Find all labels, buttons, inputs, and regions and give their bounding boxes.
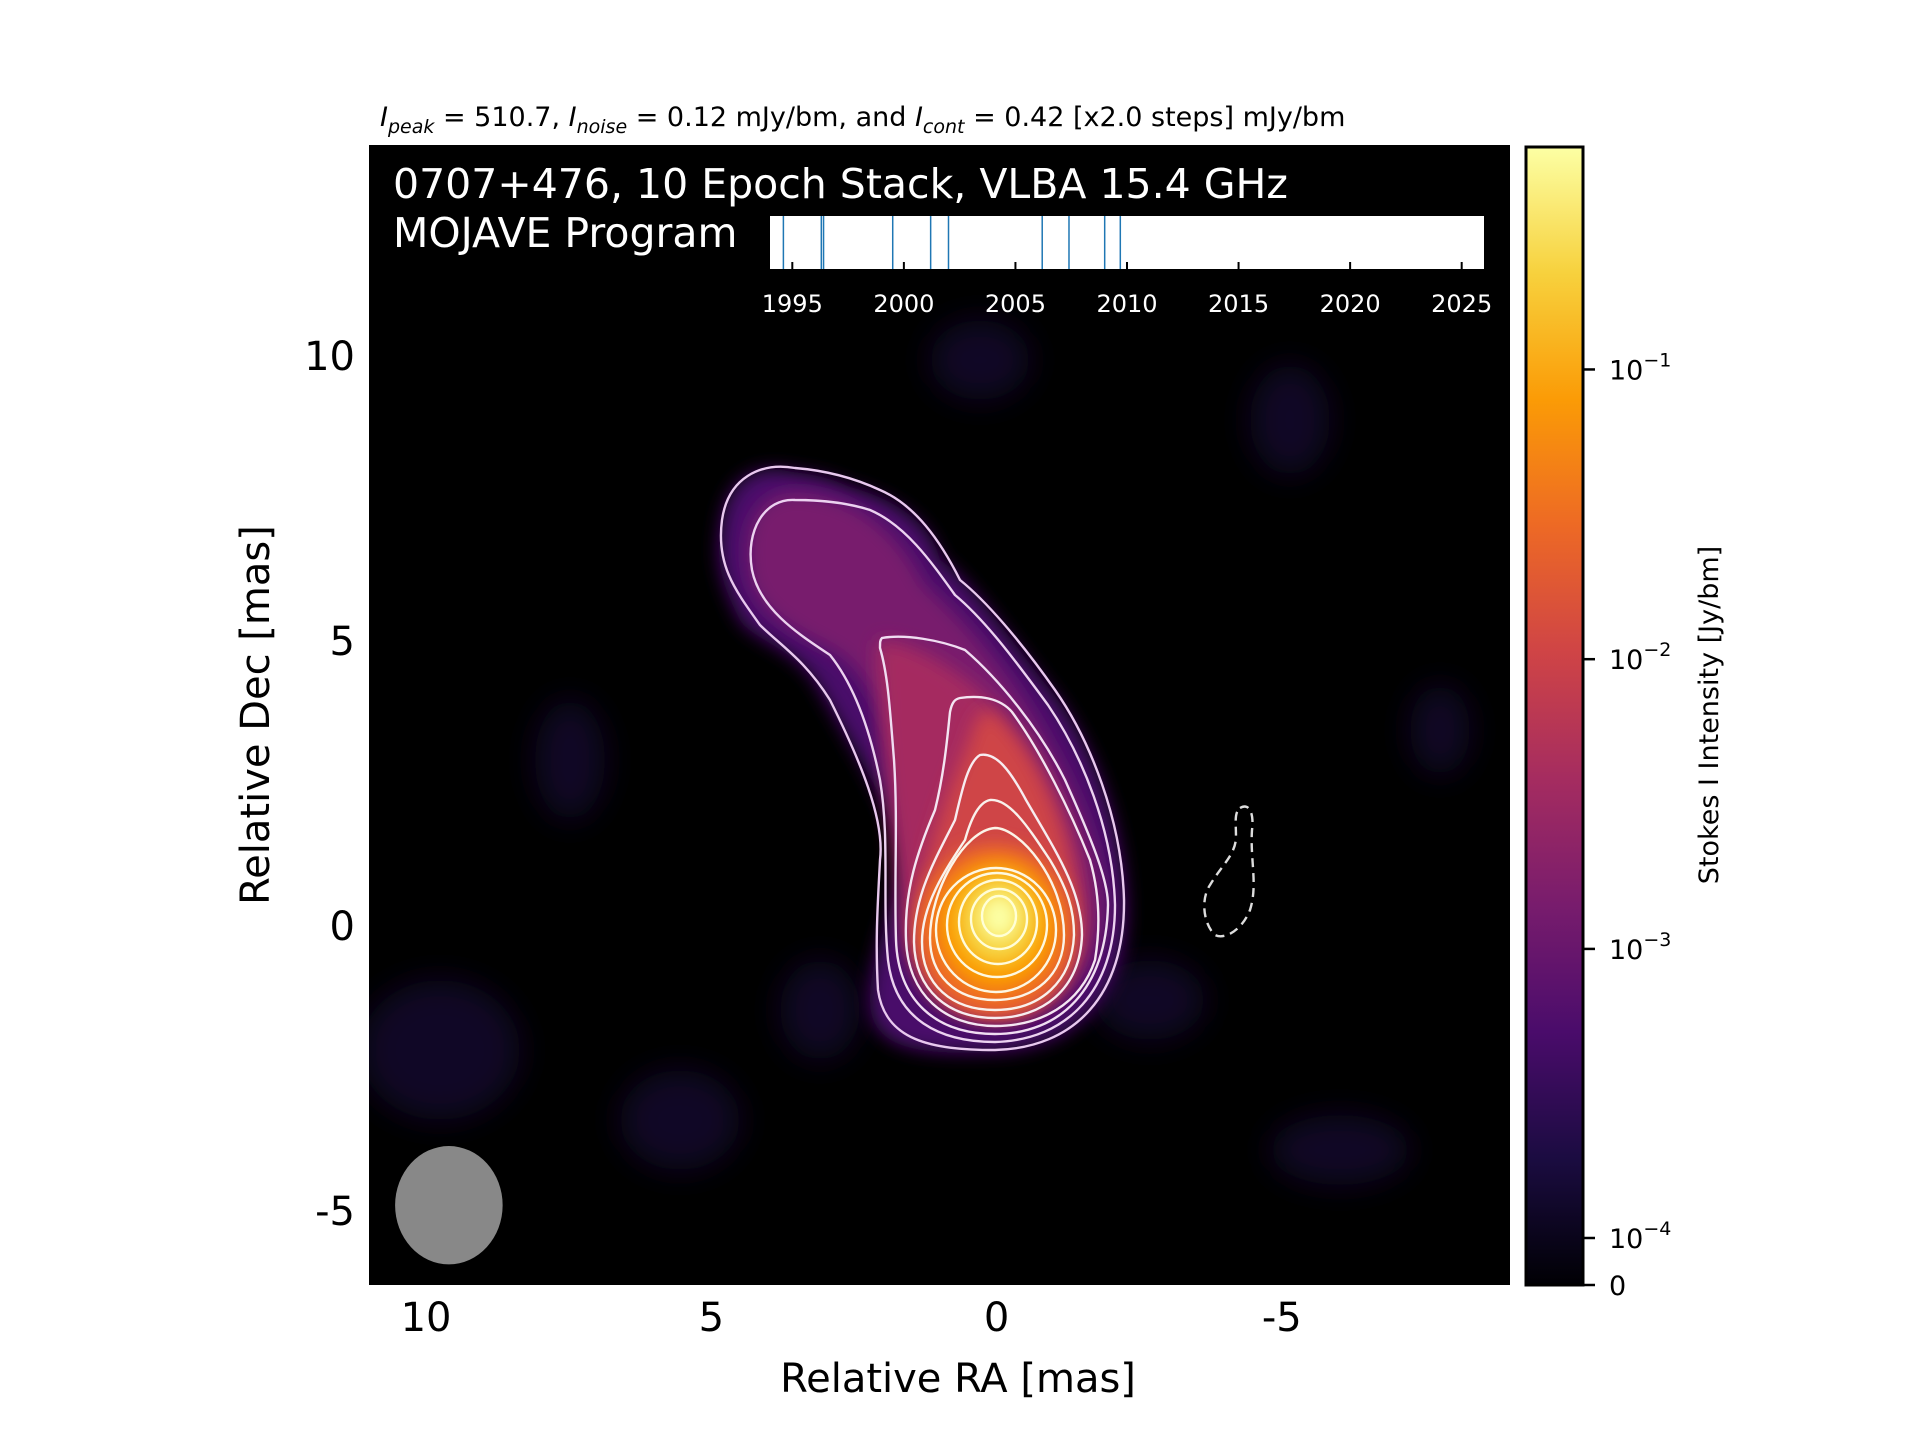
contour-level-7 [928,826,1066,1002]
y-tick-label: -5 [315,1189,355,1235]
epoch-tick-label: 2020 [1320,290,1381,318]
epoch-tick-label: 2015 [1208,290,1269,318]
chart-title: 0707+476, 10 Epoch Stack, VLBA 15.4 GHz [393,160,1288,208]
contour-level-8 [934,866,1058,994]
contour-level-6 [920,798,1076,1012]
contour-level-2 [749,498,1117,1044]
x-tick-label: 5 [699,1295,724,1341]
y-axis-ticks: 10 5 0 -5 [304,334,381,1235]
contour-level-4 [904,695,1100,1028]
y-tick-label: 0 [330,904,355,950]
epoch-tick-label: 2025 [1431,290,1492,318]
contour-level-12 [980,894,1018,938]
contour-level-9 [945,871,1049,979]
contour-level-3 [878,635,1110,1036]
epoch-timeline-box [770,216,1484,269]
colorbar-tick-label: 0 [1609,1271,1626,1302]
y-axis-label: Relative Dec [mas] [233,525,279,905]
noise-subscript: noise [577,116,628,138]
colorbar: 10−1 10−2 10−3 10−4 0 Stokes I Intensity [Jy… [1524,145,1725,1302]
contour-lines [719,465,1255,1052]
colorbar-label: Stokes I Intensity [Jy/bm] [1694,546,1725,884]
colorbar-tick-label: 10−3 [1609,929,1671,966]
epoch-ticks: 1995 2000 2005 2010 2015 2020 2025 [762,262,1492,318]
epoch-timeline-inset: 1995 2000 2005 2010 2015 2020 2025 [762,216,1492,318]
x-axis-ticks: 10 5 0 -5 [401,1273,1302,1341]
contour-level-5 [912,753,1084,1020]
image-panel: 0707+476, 10 Epoch Stack, VLBA 15.4 GHz … [304,145,1510,1341]
x-tick-label: 10 [401,1295,452,1341]
y-tick-label: 10 [304,334,355,380]
intensity-map [369,320,1470,1185]
peak-text: = 510.7, [434,102,568,133]
colorbar-tick-label: 10−1 [1609,349,1671,386]
peak-symbol: I [380,102,388,133]
noise-text: = 0.12 mJy/bm, and [627,102,915,133]
epoch-lines [782,216,1122,269]
cont-text: = 0.42 [x2.0 steps] mJy/bm [964,102,1345,133]
contour-level-1 [719,465,1126,1052]
epoch-tick-label: 2005 [985,290,1046,318]
x-axis-label: Relative RA [mas] [780,1356,1136,1402]
beam-ellipse [395,1146,503,1265]
x-tick-label: -5 [1262,1295,1302,1341]
x-tick-label: 0 [984,1295,1009,1341]
chart-subtitle: MOJAVE Program [393,209,737,257]
peak-subscript: peak [387,116,435,138]
y-tick-label: 5 [330,619,355,665]
epoch-tick-label: 1995 [762,290,823,318]
noise-structure [369,320,1470,1185]
cont-subscript: cont [923,116,966,138]
contour-level-11 [969,887,1029,951]
epoch-tick-label: 2000 [873,290,934,318]
colorbar-bar [1524,145,1585,1287]
noise-symbol: I [569,102,577,133]
cont-symbol: I [915,102,923,133]
colorbar-tick-label: 10−4 [1609,1218,1671,1255]
header-intensity-summary: Ipeak = 510.7, Inoise = 0.12 mJy/bm, and… [380,102,1345,138]
colorbar-tick-label: 10−2 [1609,639,1671,676]
contour-level-10 [957,878,1039,966]
negative-contour [1203,805,1255,938]
colorbar-ticks: 10−1 10−2 10−3 10−4 0 [1583,349,1671,1302]
epoch-tick-label: 2010 [1096,290,1157,318]
